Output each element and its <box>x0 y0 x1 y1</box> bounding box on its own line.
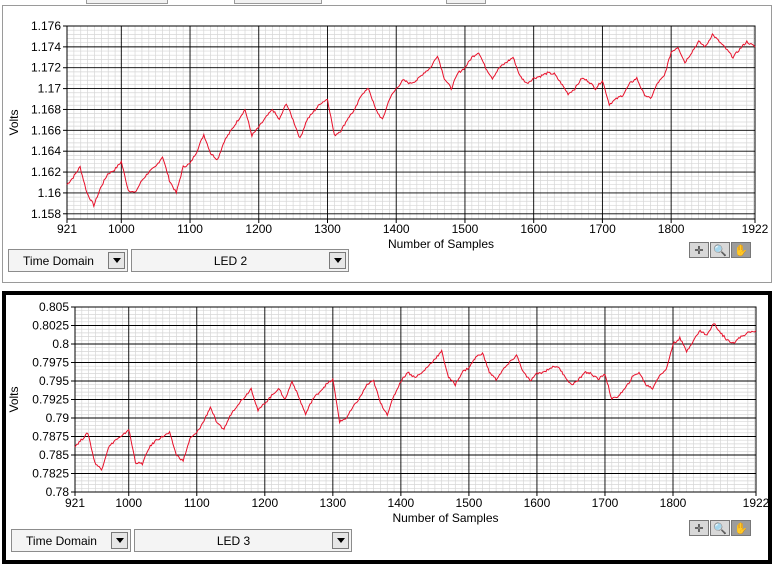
pan-hand-icon[interactable]: ✋ <box>731 520 751 536</box>
x-tick-label: 1100 <box>177 222 203 236</box>
y-axis-title: Volts <box>7 386 21 412</box>
y-tick-label: 0.79 <box>46 411 70 425</box>
x-tick-label: 1922 <box>743 496 768 510</box>
x-tick-label: 1400 <box>388 496 415 510</box>
waveform-graph-led3[interactable]: 0.78 0.7825 0.785 0.7875 0.79 0.7925 0.795 0.79… <box>6 295 768 560</box>
y-axis-title: Volts <box>7 109 21 135</box>
domain-selector[interactable]: Time Domain <box>8 249 128 272</box>
zoom-icon[interactable]: 🔍 <box>710 242 730 258</box>
waveform-panel-led3: 0.78 0.7825 0.785 0.7875 0.79 0.7925 0.795 0.79… <box>2 291 772 564</box>
series-line <box>74 323 757 472</box>
y-tick-label: 1.17 <box>38 82 62 96</box>
x-tick-label: 1100 <box>184 496 210 510</box>
y-tick-label: 0.8 <box>52 337 69 351</box>
y-tick-label: 1.16 <box>38 186 62 200</box>
chevron-down-icon[interactable] <box>332 532 349 549</box>
y-tick-label: 0.805 <box>39 300 69 314</box>
y-tick-label: 1.168 <box>31 102 61 116</box>
y-tick-label: 0.7925 <box>32 393 69 407</box>
y-tick-label: 0.785 <box>39 448 69 462</box>
domain-selector-label: Time Domain <box>26 533 97 548</box>
x-tick-label: 1500 <box>456 496 483 510</box>
x-tick-label: 1300 <box>314 222 341 236</box>
y-tick-label: 0.795 <box>39 374 69 388</box>
series-line <box>66 33 756 209</box>
x-tick-label: 1000 <box>115 496 142 510</box>
cursor-move-icon[interactable]: ✛ <box>689 520 709 536</box>
channel-selector[interactable]: LED 2 <box>131 249 349 272</box>
graph-palette: ✛ 🔍 ✋ <box>689 242 751 258</box>
y-tick-label: 1.172 <box>31 61 61 75</box>
channel-selector[interactable]: LED 3 <box>134 529 352 552</box>
zoom-icon[interactable]: 🔍 <box>710 520 730 536</box>
cursor-move-icon[interactable]: ✛ <box>689 242 709 258</box>
x-tick-label: 1800 <box>660 496 687 510</box>
y-tick-label: 1.162 <box>31 165 61 179</box>
y-tick-label: 0.7825 <box>32 467 69 481</box>
x-tick-label: 1922 <box>742 222 769 236</box>
chevron-down-icon[interactable] <box>329 252 346 269</box>
channel-selector-label: LED 2 <box>213 253 248 268</box>
y-tick-label: 0.7875 <box>32 430 69 444</box>
plot-frame <box>74 306 757 493</box>
x-axis-title: Number of Samples <box>392 511 498 525</box>
x-tick-label: 1700 <box>592 496 619 510</box>
domain-selector[interactable]: Time Domain <box>11 529 131 552</box>
x-tick-label: 1200 <box>251 496 278 510</box>
x-tick-label: 1000 <box>108 222 135 236</box>
plot-frame <box>66 25 756 220</box>
y-tick-label: 1.176 <box>31 19 61 33</box>
pan-hand-icon[interactable]: ✋ <box>731 242 751 258</box>
x-tick-label: 921 <box>57 222 77 236</box>
channel-selector-label: LED 3 <box>216 533 251 548</box>
x-tick-label: 1700 <box>589 222 616 236</box>
y-tick-label: 1.158 <box>31 207 61 221</box>
domain-selector-label: Time Domain <box>23 253 94 268</box>
chevron-down-icon[interactable] <box>108 252 125 269</box>
graph-palette: ✛ 🔍 ✋ <box>689 520 751 536</box>
y-tick-label: 0.78 <box>46 485 70 499</box>
x-tick-label: 1600 <box>524 496 551 510</box>
x-tick-label: 1200 <box>245 222 272 236</box>
x-tick-label: 921 <box>65 496 85 510</box>
plot-area <box>67 26 755 219</box>
top-toolbar-strip <box>0 0 778 5</box>
x-tick-label: 1400 <box>383 222 410 236</box>
waveform-graph-led2[interactable]: 1.158 1.16 1.162 1.164 1.166 1.168 1.17 1.172 1.… <box>3 6 771 282</box>
y-tick-label: 1.164 <box>31 144 61 158</box>
x-tick-label: 1500 <box>452 222 479 236</box>
toolbar-control-stub[interactable] <box>86 0 168 4</box>
toolbar-control-stub[interactable] <box>234 0 322 4</box>
y-tick-label: 1.166 <box>31 123 61 137</box>
x-tick-label: 1300 <box>319 496 346 510</box>
x-axis-title: Number of Samples <box>388 237 494 251</box>
y-tick-label: 1.174 <box>31 40 61 54</box>
x-tick-label: 1600 <box>520 222 547 236</box>
x-tick-label: 1800 <box>658 222 685 236</box>
toolbar-control-stub[interactable] <box>446 0 486 4</box>
y-tick-label: 0.7975 <box>32 356 69 370</box>
chevron-down-icon[interactable] <box>111 532 128 549</box>
y-tick-label: 0.8025 <box>32 319 69 333</box>
waveform-panel-led2: 1.158 1.16 1.162 1.164 1.166 1.168 1.17 1.172 1.… <box>2 5 772 283</box>
